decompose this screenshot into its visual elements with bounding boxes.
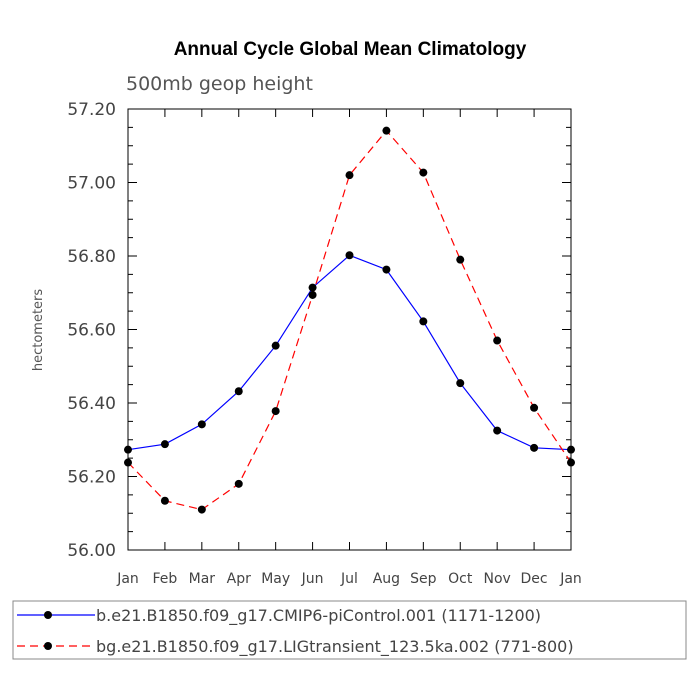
x-tick-label: Sep [410,571,437,587]
legend-marker-2 [44,642,52,650]
series-1-point [456,379,465,388]
y-tick-label: 56.80 [67,247,116,267]
y-tick-label: 57.20 [67,100,116,120]
legend-box [12,600,687,660]
series-2-point [345,171,354,180]
series-2-point [234,479,243,488]
y-axis-label-group: hectometers [31,289,46,372]
series-1-point [567,445,575,454]
series-line-2 [127,129,572,511]
legend-label-2: bg.e21.B1850.f09_g17.LIGtransient_123.5k… [96,637,574,657]
y-tick-label: 56.20 [67,468,116,488]
x-tick-label: Jan [559,571,582,587]
x-tick-label: Feb [153,571,178,587]
series-1-point [493,426,502,435]
series-2-point [308,290,317,299]
y-tick-label: 56.40 [67,394,116,414]
series-1-point [234,387,243,396]
x-tick-label: Nov [484,571,511,587]
series-1-point [308,283,317,292]
x-tick-label: Aug [373,571,400,587]
axis-tick-labels: Jan Feb Mar Apr May Jun Jul Aug Sep Oct Nov Dec Jan5… [67,100,581,587]
series-2-point [160,496,169,505]
legend: b.e21.B1850.f09_g17.CMIP6-piControl.001 … [17,606,574,657]
series-1-point [530,443,539,452]
chart-title: Annual Cycle Global Mean Climatology [174,39,527,60]
series-2-point [271,407,280,416]
x-tick-label: Jun [301,571,324,587]
x-tick-label: Jan [116,571,139,587]
x-tick-label: Oct [448,571,473,587]
series-1-point [271,341,280,350]
x-tick-label: Mar [189,571,216,587]
series-2-point [124,458,132,467]
series-2-point [530,403,539,412]
y-tick-label: 56.60 [67,321,116,341]
series-2-point [493,336,502,345]
series-1-point [124,445,132,454]
x-tick-label: Jul [340,571,358,587]
x-tick-label: Apr [227,571,251,587]
y-tick-label: 56.00 [67,541,116,561]
x-tick-label: May [261,571,290,587]
series-lines [127,129,572,511]
series-markers [124,126,575,514]
y-axis-label: hectometers [31,289,46,372]
series-1-point [419,317,428,326]
legend-label-1: b.e21.B1850.f09_g17.CMIP6-piControl.001 … [96,606,541,626]
series-line-1 [127,254,572,451]
series-2-point [197,505,206,514]
chart-subtitle: 500mb geop height [126,73,313,95]
series-1-point [345,251,354,260]
series-2-point [567,458,575,467]
legend-marker-1 [44,611,52,619]
y-tick-label: 57.00 [67,174,116,194]
series-1-point [160,440,169,449]
series-2-point [456,255,465,264]
series-2-point [382,126,391,135]
series-1-point [382,265,391,274]
series-1-point [197,420,206,429]
x-tick-label: Dec [521,571,548,587]
series-2-point [419,168,428,177]
